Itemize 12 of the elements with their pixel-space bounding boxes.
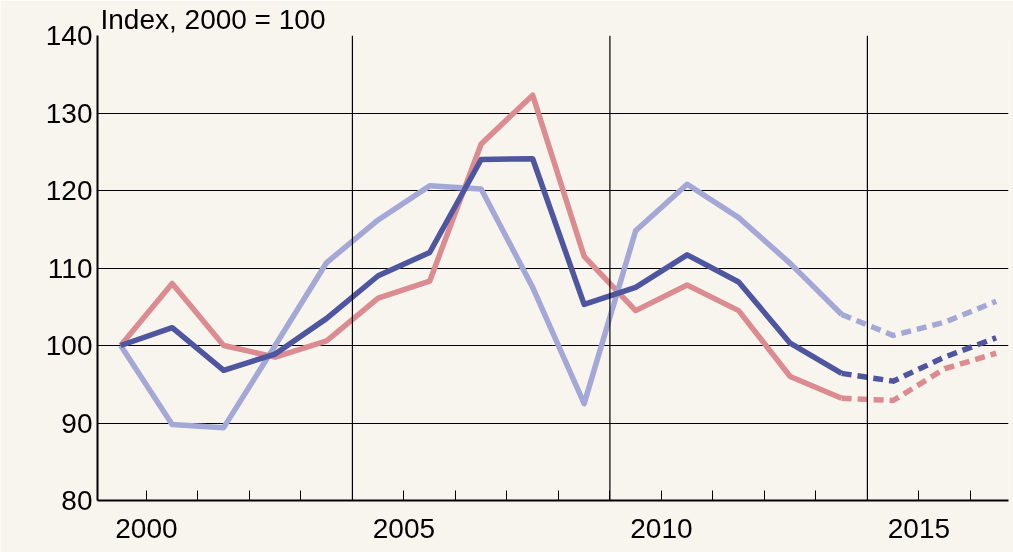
y-axis-title: Index, 2000 = 100 [100, 3, 326, 35]
x-tick-label: 2005 [372, 512, 436, 544]
y-tick-label: 90 [61, 407, 93, 439]
y-tick-label: 100 [45, 330, 93, 361]
y-tick-label: 80 [61, 485, 93, 516]
x-tick-label: 2015 [887, 512, 951, 544]
x-tick-label: 2010 [630, 512, 693, 544]
y-tick-label: 120 [45, 175, 93, 206]
x-tick-label: 2000 [115, 512, 178, 544]
y-tick-label: 140 [45, 20, 93, 51]
y-tick-label: 110 [47, 252, 93, 284]
y-tick-label: 130 [45, 97, 93, 129]
